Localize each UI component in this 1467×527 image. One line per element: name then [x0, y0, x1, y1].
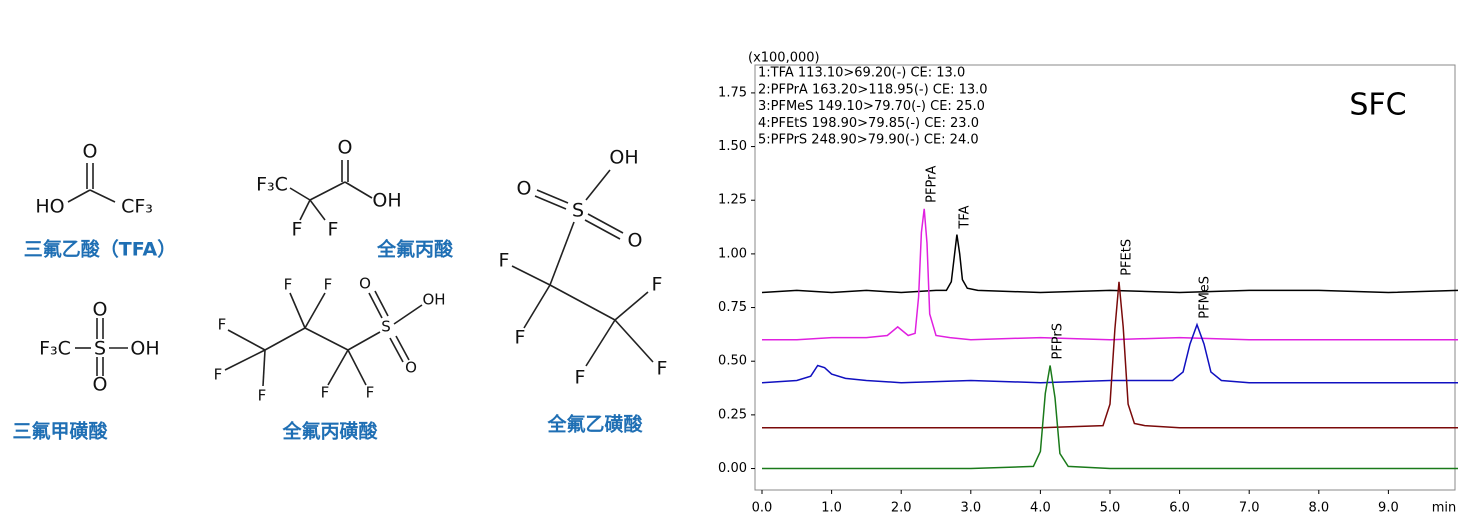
x-tick-label: 8.0	[1308, 501, 1329, 516]
trace	[762, 208, 1458, 341]
atom-label: OH	[130, 338, 159, 360]
atom-label: O	[405, 359, 417, 377]
atom-label: O	[93, 374, 108, 396]
x-tick-label: 4.0	[1030, 501, 1051, 516]
atom-label: F	[575, 367, 586, 389]
legend-entry: 3:PFMeS 149.10>79.70(-) CE: 25.0	[758, 99, 985, 114]
atom-label: O	[517, 178, 532, 200]
atom-label: S	[572, 200, 584, 222]
atom-label: HO	[35, 196, 64, 218]
compound-name: 三氟甲磺酸	[12, 420, 108, 443]
atom-label: O	[338, 137, 353, 159]
y-unit: (x100,000)	[748, 51, 820, 66]
trace	[761, 322, 1458, 384]
x-tick-label: 3.0	[960, 501, 981, 516]
atom-label: O	[628, 230, 643, 252]
peak-label: PFPrS	[1051, 323, 1066, 360]
y-tick-label: 0.25	[718, 407, 747, 422]
x-tick-label: 1.0	[821, 501, 842, 516]
x-axis-label: min	[1432, 501, 1457, 516]
atom-label: O	[93, 299, 108, 321]
trace	[761, 234, 1459, 294]
atom-label: F	[499, 250, 510, 272]
y-tick-label: 1.00	[718, 246, 747, 261]
x-tick-label: 0.0	[752, 501, 773, 516]
y-tick-label: 1.50	[718, 139, 747, 154]
atom-label: F	[328, 219, 339, 241]
atom-label: F₃C	[39, 338, 71, 360]
atom-label: F	[515, 327, 526, 349]
atom-label: F	[324, 276, 333, 294]
atom-label: O	[359, 275, 371, 293]
x-tick-label: 9.0	[1378, 501, 1399, 516]
peak-label: TFA	[957, 205, 972, 229]
y-tick-label: 1.75	[718, 85, 747, 100]
compound-name: 三氟乙酸（TFA）	[24, 238, 176, 261]
atom-label: F	[657, 358, 668, 380]
peak-label: PFPrA	[925, 166, 940, 203]
peak-label: PFMeS	[1198, 276, 1213, 319]
compound-name: 全氟乙磺酸	[546, 413, 643, 436]
peak-label: PFEtS	[1120, 239, 1135, 276]
atom-label: F	[292, 219, 303, 241]
atom-label: F	[214, 366, 223, 384]
legend-entry: 5:PFPrS 248.90>79.90(-) CE: 24.0	[758, 133, 979, 148]
y-tick-label: 0.50	[718, 354, 747, 369]
trace	[762, 281, 1458, 429]
atom-label: O	[83, 141, 98, 163]
atom-label: CF₃	[121, 196, 153, 218]
y-tick-label: 0.75	[718, 300, 747, 315]
atom-label: OH	[609, 147, 638, 169]
atom-label: F	[218, 316, 227, 334]
atom-label: F	[321, 384, 330, 402]
y-tick-label: 1.25	[718, 193, 747, 208]
atom-label: F₃C	[256, 174, 288, 196]
legend-entry: 2:PFPrA 163.20>118.95(-) CE: 13.0	[758, 82, 988, 97]
atom-label: S	[381, 318, 391, 336]
x-tick-label: 7.0	[1239, 501, 1260, 516]
atom-label: OH	[422, 291, 445, 309]
y-tick-label: 0.00	[718, 461, 747, 476]
structures: O HO CF₃ 三氟乙酸（TFA） O F₃C OH F F 全氟丙酸 O F…	[12, 137, 667, 443]
chart-title: SFC	[1349, 88, 1406, 123]
x-tick-label: 6.0	[1169, 501, 1190, 516]
atom-label: S	[94, 338, 106, 360]
atom-label: F	[258, 387, 267, 405]
trace	[762, 365, 1458, 470]
atom-label: F	[284, 276, 293, 294]
compound-name: 全氟丙酸	[376, 238, 454, 261]
legend-entry: 4:PFEtS 198.90>79.85(-) CE: 23.0	[758, 116, 979, 131]
plot-frame	[754, 64, 1456, 491]
atom-label: OH	[372, 190, 401, 212]
compound-name: 全氟丙磺酸	[281, 420, 378, 443]
atom-label: F	[366, 384, 375, 402]
legend-entry: 1:TFA 113.10>69.20(-) CE: 13.0	[758, 66, 965, 81]
x-tick-label: 2.0	[891, 501, 912, 516]
atom-label: F	[652, 274, 663, 296]
x-tick-label: 5.0	[1100, 501, 1121, 516]
